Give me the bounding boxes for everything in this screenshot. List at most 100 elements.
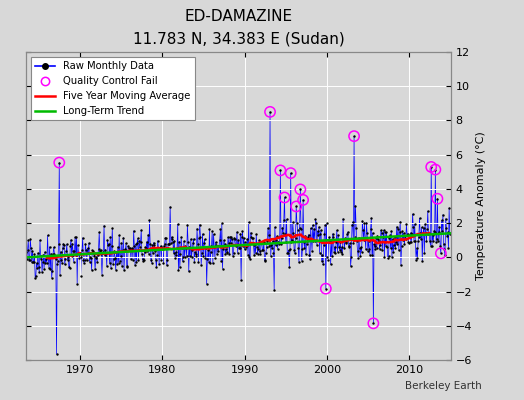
Point	[76, 250, 84, 256]
Point	[264, 225, 272, 231]
Point	[152, 264, 160, 270]
Point	[236, 230, 245, 237]
Point	[63, 241, 71, 247]
Point	[162, 235, 170, 241]
Point	[192, 252, 201, 259]
Point	[355, 245, 364, 252]
Point	[92, 255, 100, 261]
Point	[145, 217, 154, 224]
Point	[81, 256, 89, 263]
Point	[320, 242, 328, 248]
Point	[409, 224, 418, 230]
Point	[421, 220, 429, 227]
Point	[169, 250, 178, 256]
Point	[217, 220, 226, 226]
Point	[187, 254, 195, 260]
Point	[185, 243, 194, 250]
Point	[85, 240, 93, 246]
Point	[399, 237, 407, 243]
Point	[41, 260, 50, 266]
Point	[74, 250, 83, 257]
Point	[285, 264, 293, 270]
Point	[390, 242, 398, 248]
Point	[416, 230, 424, 236]
Point	[335, 246, 344, 253]
Point	[343, 230, 352, 237]
Point	[245, 254, 254, 260]
Legend: Raw Monthly Data, Quality Control Fail, Five Year Moving Average, Long-Term Tren: Raw Monthly Data, Quality Control Fail, …	[31, 57, 194, 120]
Point	[138, 256, 147, 263]
Point	[308, 248, 316, 254]
Point	[379, 234, 387, 241]
Point	[114, 244, 122, 250]
Point	[219, 266, 227, 272]
Point	[228, 252, 237, 259]
Point	[279, 230, 287, 236]
Point	[83, 257, 91, 263]
Point	[396, 218, 405, 225]
Point	[248, 235, 256, 242]
Point	[197, 262, 205, 268]
Point	[217, 258, 225, 264]
Point	[400, 241, 409, 248]
Point	[99, 249, 107, 256]
Point	[397, 243, 406, 250]
Point	[147, 259, 156, 266]
Point	[260, 258, 269, 264]
Point	[90, 250, 98, 257]
Point	[54, 240, 63, 247]
Point	[59, 240, 68, 247]
Point	[165, 241, 173, 247]
Point	[256, 251, 265, 257]
Point	[430, 228, 438, 234]
Point	[180, 254, 189, 260]
Point	[395, 229, 403, 235]
Point	[286, 246, 294, 252]
Point	[48, 267, 57, 274]
Point	[290, 246, 298, 253]
Point	[63, 257, 72, 264]
Point	[373, 233, 381, 239]
Point	[248, 235, 257, 242]
Point	[101, 252, 109, 258]
Point	[387, 228, 396, 234]
Point	[182, 245, 190, 252]
Point	[55, 160, 63, 166]
Point	[165, 241, 173, 247]
Point	[287, 170, 295, 176]
Point	[356, 252, 365, 259]
Point	[61, 261, 69, 268]
Point	[234, 250, 242, 256]
Point	[359, 227, 367, 233]
Point	[39, 252, 48, 258]
Point	[427, 164, 435, 170]
Point	[30, 251, 39, 257]
Point	[193, 226, 201, 232]
Point	[151, 257, 160, 263]
Point	[101, 246, 110, 253]
Point	[259, 247, 267, 253]
Point	[280, 194, 289, 201]
Point	[215, 236, 224, 243]
Point	[312, 219, 320, 226]
Point	[70, 259, 78, 265]
Point	[121, 247, 129, 253]
Point	[384, 253, 392, 260]
Point	[375, 246, 384, 252]
Point	[300, 244, 309, 251]
Point	[220, 237, 228, 244]
Point	[349, 240, 357, 246]
Point	[138, 251, 146, 257]
Point	[413, 254, 422, 261]
Point	[115, 232, 123, 238]
Point	[160, 240, 169, 247]
Point	[432, 236, 441, 242]
Point	[360, 220, 368, 226]
Point	[163, 257, 171, 264]
Point	[284, 250, 292, 256]
Point	[288, 236, 296, 243]
Point	[278, 235, 286, 242]
Point	[274, 238, 282, 245]
Point	[50, 250, 59, 257]
Point	[224, 240, 233, 246]
